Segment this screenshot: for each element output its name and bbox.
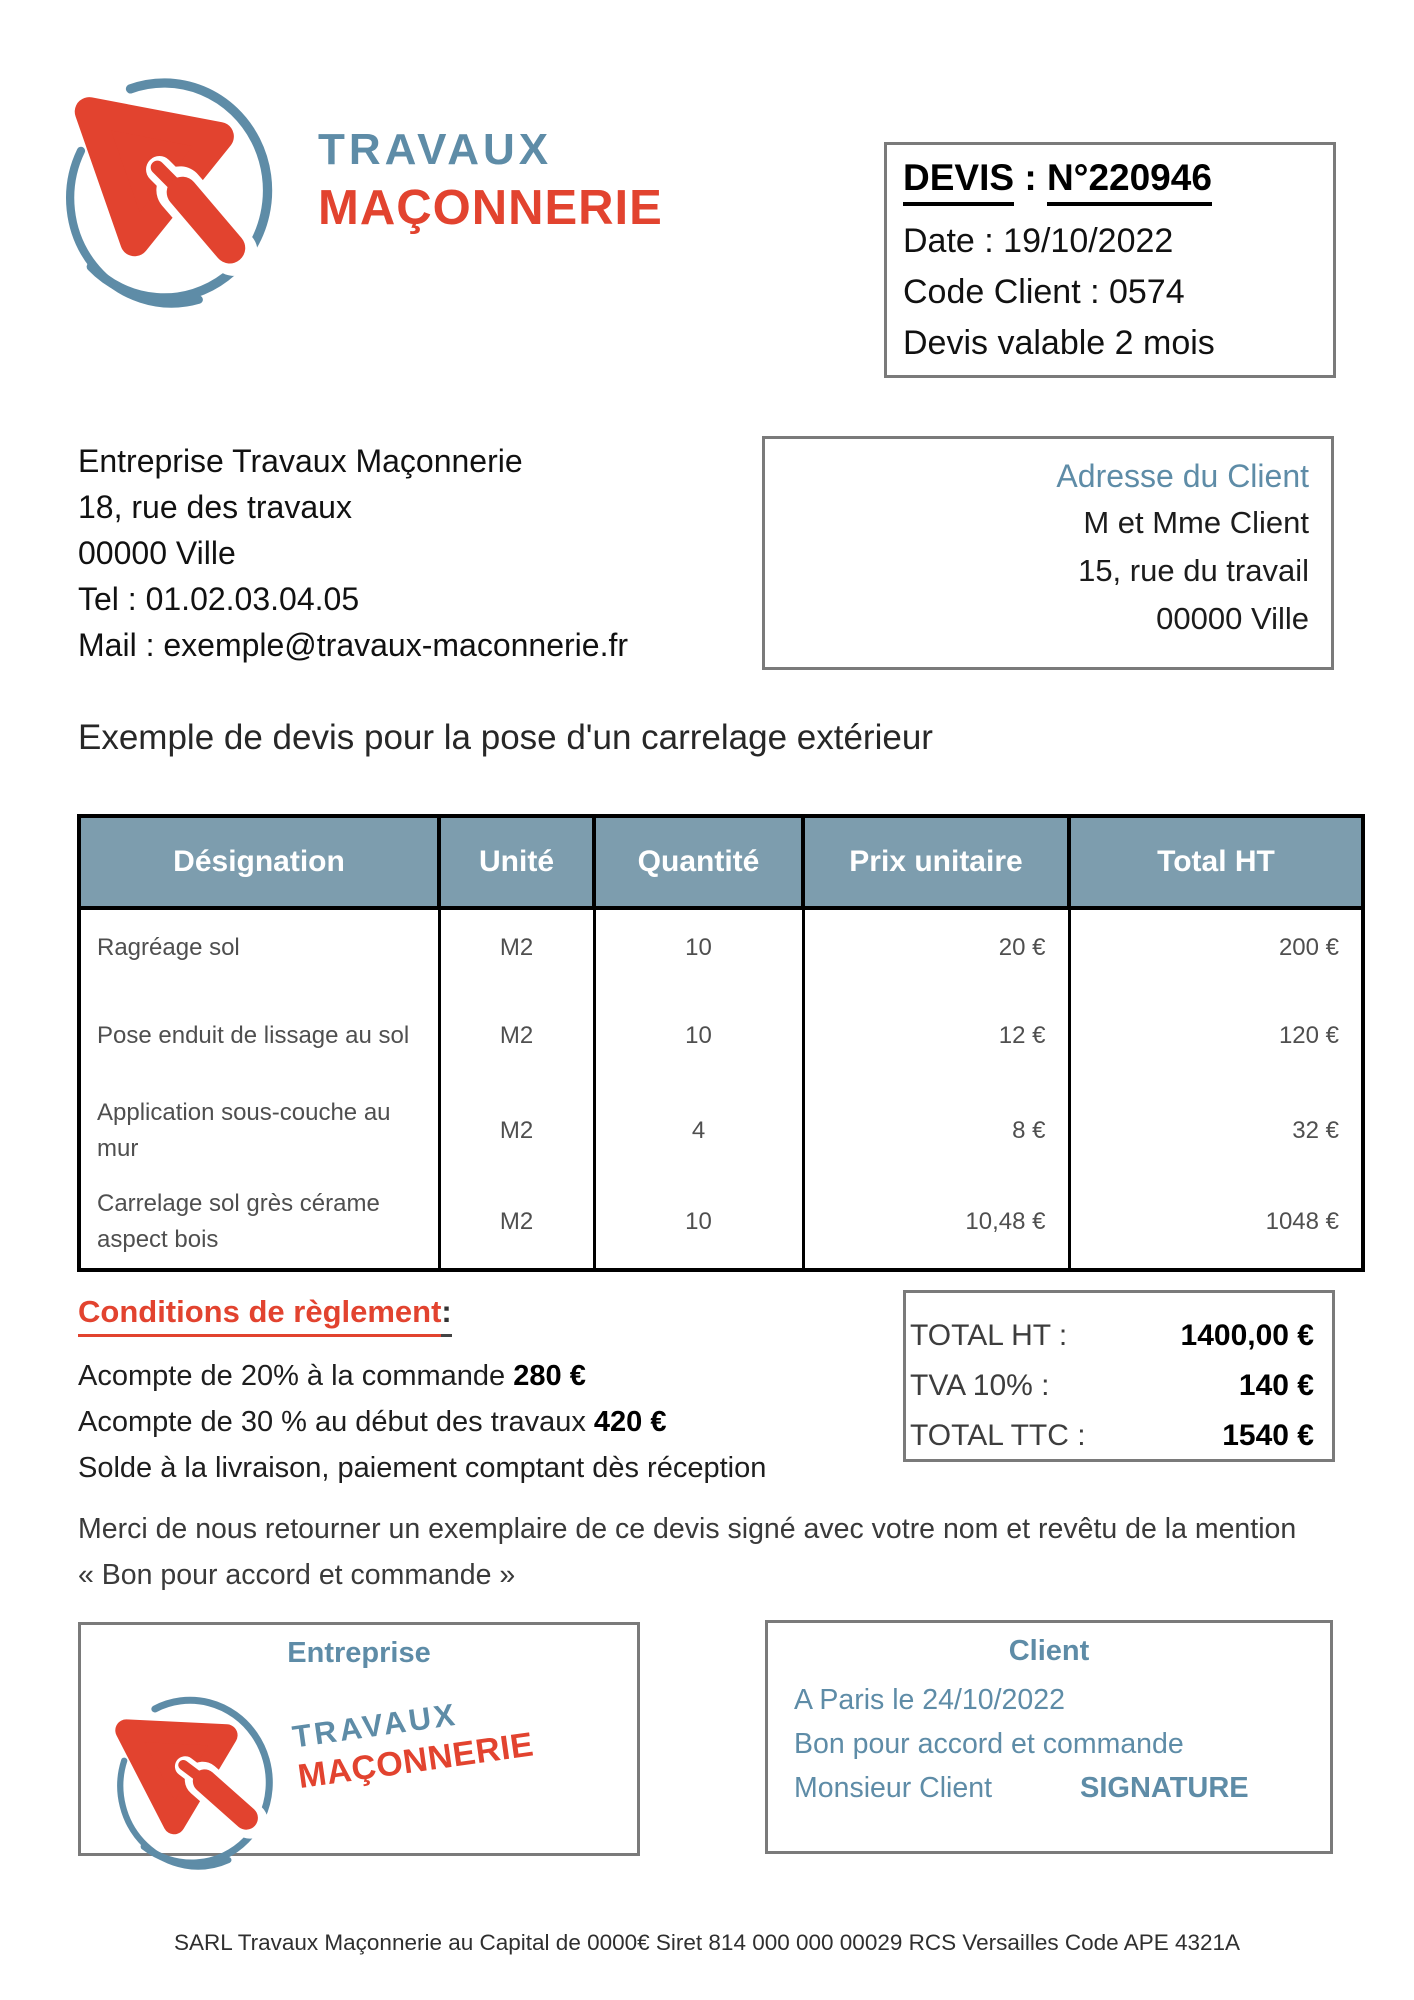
payment-conditions-heading: Conditions de règlement : <box>78 1294 766 1337</box>
col-header-unit-price: Prix unitaire <box>801 814 1071 910</box>
return-notice: Merci de nous retourner un exemplaire de… <box>78 1506 1358 1598</box>
devis-client-code: Code Client : 0574 <box>903 273 1185 311</box>
item-designation: Carrelage sol grès cérame aspect bois <box>77 1176 441 1270</box>
item-unit: M2 <box>437 908 596 986</box>
devis-number: N°220946 <box>1046 157 1212 206</box>
return-notice-line1: Merci de nous retourner un exemplaire de… <box>78 1513 1297 1545</box>
payment-conditions-heading-text: Conditions de règlement <box>78 1294 442 1337</box>
payment-conditions-heading-colon: : <box>441 1294 452 1337</box>
payment-conditions-lines: Acompte de 20% à la commande 280 € Acompt… <box>78 1353 766 1491</box>
table-row: Carrelage sol grès cérame aspect bois M2 1… <box>77 1176 1365 1270</box>
total-value: 140 € <box>1238 1369 1314 1402</box>
table-header-row: Désignation Unité Quantité Prix unitaire… <box>77 814 1365 910</box>
item-unit: M2 <box>437 1086 596 1176</box>
company-info-line: Tel : 01.02.03.04.05 <box>78 581 360 617</box>
client-address-line: 00000 Ville <box>1156 601 1309 636</box>
items-table: Désignation Unité Quantité Prix unitaire… <box>77 814 1365 1272</box>
item-unit: M2 <box>437 986 596 1086</box>
total-label: TOTAL TTC : <box>910 1419 1086 1452</box>
trowel-logo-icon <box>66 78 273 308</box>
total-label: TVA 10% : <box>910 1369 1050 1402</box>
item-quantity: 4 <box>592 1086 805 1176</box>
client-signature-date: A Paris le 24/10/2022 <box>794 1684 1065 1716</box>
document-subject-title: Exemple de devis pour la pose d'un carre… <box>78 718 933 757</box>
col-header-unit: Unité <box>437 814 596 910</box>
client-address-lines: M et Mme Client 15, rue du travail 00000 V… <box>787 499 1309 643</box>
total-row: TOTAL HT : 1400,00 € <box>910 1311 1314 1361</box>
item-designation: Pose enduit de lissage au sol <box>77 986 441 1086</box>
devis-label: DEVIS <box>903 157 1015 206</box>
entreprise-signature-title: Entreprise <box>287 1637 431 1669</box>
payment-condition-amount: 280 € <box>513 1360 586 1392</box>
total-value: 1540 € <box>1222 1419 1314 1452</box>
devis-validity: Devis valable 2 mois <box>903 324 1215 362</box>
payment-condition-line: Solde à la livraison, paiement comptant … <box>78 1452 767 1484</box>
client-address-line: M et Mme Client <box>1083 505 1309 540</box>
total-label: TOTAL HT : <box>910 1319 1068 1352</box>
item-unit-price: 20 € <box>801 908 1071 986</box>
company-info-block: Entreprise Travaux Maçonnerie 18, rue des… <box>78 438 628 668</box>
company-info-line: Entreprise Travaux Maçonnerie <box>78 443 523 479</box>
client-signature-title: Client <box>1008 1635 1090 1667</box>
client-signature-mention: Bon pour accord et commande <box>794 1728 1184 1760</box>
item-total-ht: 200 € <box>1067 908 1365 986</box>
item-unit-price: 12 € <box>801 986 1071 1086</box>
payment-conditions-block: Conditions de règlement : Acompte de 20%… <box>78 1294 766 1491</box>
col-header-total-ht: Total HT <box>1067 814 1365 910</box>
logo-word-maconnerie: MAÇONNERIE <box>318 181 663 235</box>
logo-wordmark: TRAVAUX MAÇONNERIE <box>318 128 663 233</box>
client-signature-row: Monsieur Client SIGNATURE <box>794 1766 1330 1810</box>
total-row: TOTAL TTC : 1540 € <box>910 1411 1314 1461</box>
return-notice-line2: « Bon pour accord et commande » <box>78 1559 516 1591</box>
table-row: Application sous-couche au mur M2 4 8 €32 € <box>77 1086 1365 1176</box>
client-address-title: Adresse du Client <box>1056 458 1309 494</box>
entreprise-signature-box: Entreprise TRAVAUX MAÇONNERIE <box>78 1622 640 1870</box>
item-quantity: 10 <box>592 986 805 1086</box>
signature-label: SIGNATURE <box>1080 1772 1249 1804</box>
item-designation: Ragréage sol <box>77 908 441 986</box>
payment-condition-amount: 420 € <box>593 1406 667 1438</box>
item-total-ht: 32 € <box>1067 1086 1365 1176</box>
col-header-quantity: Quantité <box>592 814 805 910</box>
item-total-ht: 120 € <box>1067 986 1365 1086</box>
item-total-ht: 1048 € <box>1067 1176 1365 1270</box>
item-quantity: 10 <box>592 1176 805 1270</box>
company-info-line: 18, rue des travaux <box>78 489 352 525</box>
item-unit-price: 10,48 € <box>801 1176 1071 1270</box>
client-address-box: Adresse du Client M et Mme Client 15, rue… <box>762 436 1334 670</box>
logo-word-travaux: TRAVAUX <box>318 125 553 174</box>
devis-title-separator: : <box>1014 157 1047 198</box>
stamp-wordmark: TRAVAUX MAÇONNERIE <box>290 1689 536 1796</box>
payment-condition-line: Acompte de 30 % au début des travaux 420… <box>78 1406 667 1438</box>
client-signature-box: Client A Paris le 24/10/2022 Bon pour ac… <box>765 1620 1333 1854</box>
company-stamp: TRAVAUX MAÇONNERIE <box>93 1622 628 1870</box>
client-signature-lines: A Paris le 24/10/2022 Bon pour accord et… <box>768 1668 1330 1810</box>
client-address-line: 15, rue du travail <box>1078 553 1309 588</box>
company-info-line: 00000 Ville <box>78 535 236 571</box>
item-unit: M2 <box>437 1176 596 1270</box>
item-unit-price: 8 € <box>801 1086 1071 1176</box>
trowel-stamp-icon <box>115 1696 273 1870</box>
col-header-designation: Désignation <box>77 814 441 910</box>
table-row: Pose enduit de lissage au sol M2 10 12 €120… <box>77 986 1365 1086</box>
payment-condition-line: Acompte de 20% à la commande 280 € <box>78 1360 586 1392</box>
legal-footer: SARL Travaux Maçonnerie au Capital de 00… <box>173 1930 1241 1955</box>
totals-box: TOTAL HT : 1400,00 € TVA 10% : 140 € TOTAL T… <box>903 1290 1335 1462</box>
item-quantity: 10 <box>592 908 805 986</box>
total-value: 1400,00 € <box>1180 1319 1314 1352</box>
company-info-line: Mail : exemple@travaux-maconnerie.fr <box>78 627 629 663</box>
item-designation: Application sous-couche au mur <box>77 1086 441 1176</box>
client-signature-name: Monsieur Client <box>794 1772 992 1804</box>
devis-info-box: DEVIS : N°220946 Date : 19/10/2022 Code … <box>884 142 1336 378</box>
devis-date: Date : 19/10/2022 <box>903 222 1174 260</box>
table-row: Ragréage sol M2 10 20 €200 € <box>77 908 1365 986</box>
devis-title: DEVIS : N°220946 <box>903 157 1317 206</box>
total-row: TVA 10% : 140 € <box>910 1361 1314 1411</box>
